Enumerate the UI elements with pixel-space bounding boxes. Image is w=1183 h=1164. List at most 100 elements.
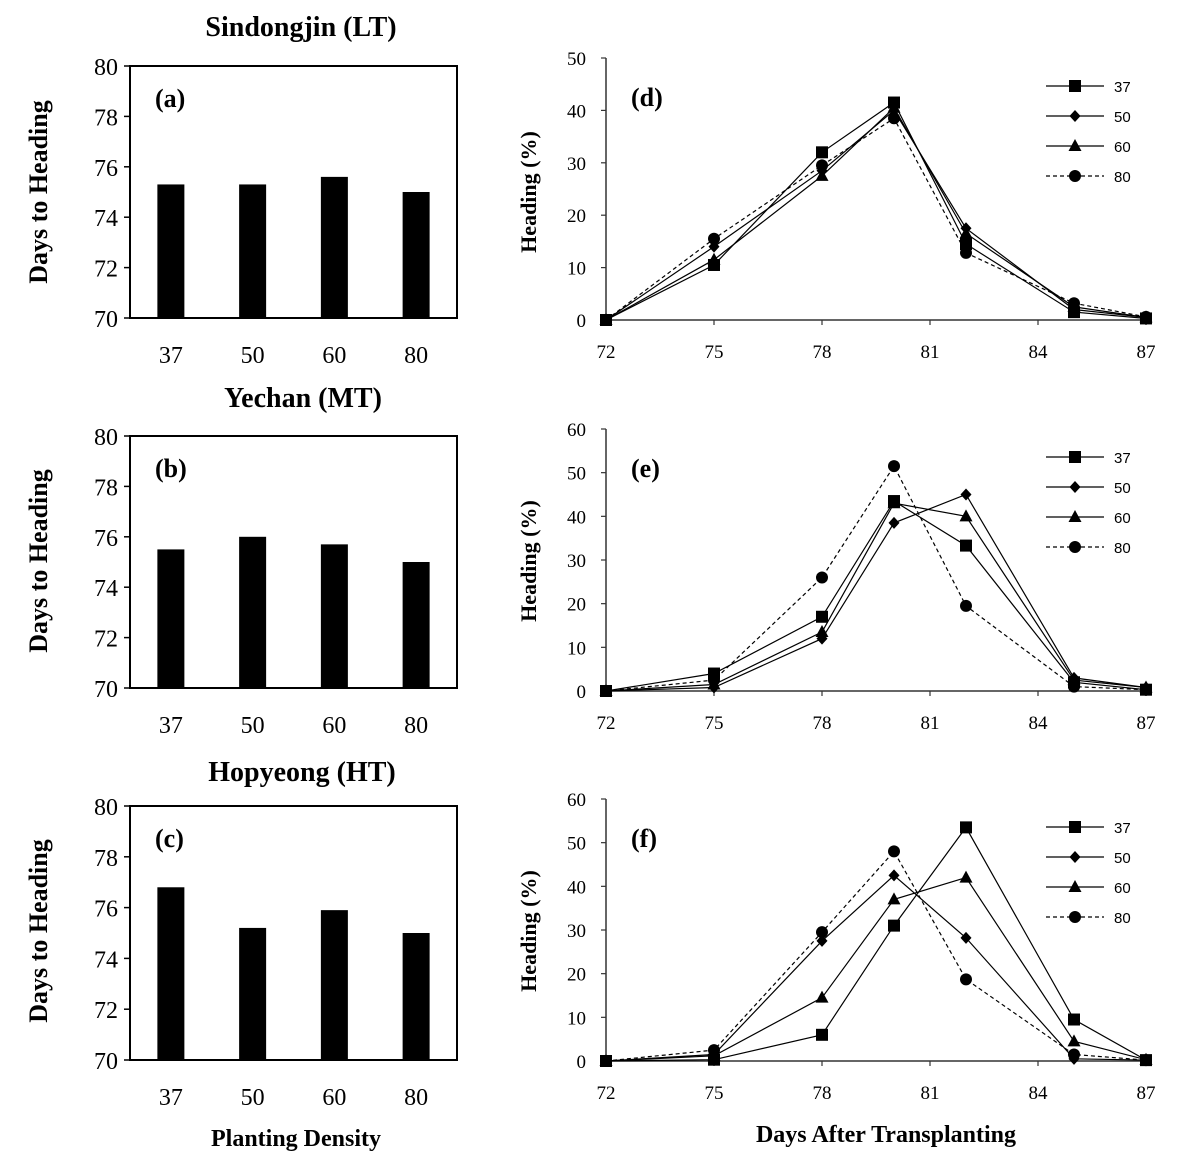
bar-37 xyxy=(157,549,185,688)
series-line-60 xyxy=(605,876,1147,1062)
x-tick-label: 81 xyxy=(921,342,940,363)
bar-80 xyxy=(402,562,430,688)
y-tick-label: 30 xyxy=(567,921,586,942)
legend-label-60: 60 xyxy=(1114,510,1131,527)
x-tick-label: 60 xyxy=(322,1085,346,1111)
bar-50 xyxy=(239,927,267,1060)
y-tick-label: 10 xyxy=(567,259,586,280)
x-tick-label: 37 xyxy=(159,713,183,739)
x-tick-label: 78 xyxy=(813,713,832,734)
bar-xlabel: Planting Density xyxy=(211,1126,381,1152)
x-tick-label: 80 xyxy=(404,713,428,739)
legend-marker-80 xyxy=(1069,911,1081,923)
x-tick-label: 87 xyxy=(1137,713,1156,734)
point-37-square xyxy=(816,1028,828,1041)
legend-marker-37 xyxy=(1069,80,1081,92)
series-line-37 xyxy=(605,826,1147,1062)
point-80-circle xyxy=(816,571,828,584)
x-tick-label: 75 xyxy=(705,342,724,363)
point-80-circle xyxy=(1140,1054,1152,1067)
y-tick-label: 30 xyxy=(567,551,586,572)
x-tick-label: 37 xyxy=(159,1085,183,1111)
y-tick-label: 0 xyxy=(577,1052,587,1073)
line-ylabel-e: Heading (%) xyxy=(516,500,541,622)
title-hopyeong: Hopyeong (HT) xyxy=(208,757,395,788)
bar-60 xyxy=(320,910,348,1060)
y-tick-label: 70 xyxy=(94,307,118,333)
legend-label-50: 50 xyxy=(1114,109,1131,126)
x-tick-label: 81 xyxy=(921,1083,940,1104)
x-tick-label: 72 xyxy=(597,1083,616,1104)
bar-50 xyxy=(239,184,267,318)
legend-label-50: 50 xyxy=(1114,480,1131,497)
legend-label-50: 50 xyxy=(1114,850,1131,867)
series-line-50 xyxy=(605,874,1147,1062)
x-tick-label: 50 xyxy=(241,343,265,369)
point-60-triangle xyxy=(707,252,721,265)
x-tick-label: 78 xyxy=(813,342,832,363)
y-tick-label: 20 xyxy=(567,206,586,227)
series-line-80 xyxy=(605,464,1147,692)
y-tick-label: 80 xyxy=(94,55,118,81)
y-tick-label: 20 xyxy=(567,595,586,616)
point-80-circle xyxy=(888,460,900,473)
bar-60 xyxy=(320,176,348,318)
x-tick-label: 84 xyxy=(1029,342,1049,363)
series-line-37 xyxy=(605,101,1147,321)
y-tick-label: 10 xyxy=(567,638,586,659)
point-80-circle xyxy=(888,845,900,858)
series-line-50 xyxy=(605,493,1147,692)
x-tick-label: 87 xyxy=(1137,342,1156,363)
point-50-diamond xyxy=(888,516,900,529)
title-yechan: Yechan (MT) xyxy=(224,383,382,414)
title-sindongjin: Sindongjin (LT) xyxy=(205,12,396,43)
panel-label: (a) xyxy=(155,84,185,113)
x-tick-label: 80 xyxy=(404,1085,428,1111)
point-60-triangle xyxy=(959,226,973,239)
x-tick-label: 84 xyxy=(1029,713,1049,734)
legend: 37 50 60 80 xyxy=(1046,79,1131,186)
bar-37 xyxy=(157,184,185,318)
point-37-square xyxy=(960,539,972,552)
y-tick-label: 74 xyxy=(94,206,118,232)
x-tick-label: 80 xyxy=(404,343,428,369)
x-tick-label: 78 xyxy=(813,1083,832,1104)
legend-marker-60 xyxy=(1068,880,1082,892)
point-80-circle xyxy=(1068,297,1080,310)
legend-label-37: 37 xyxy=(1114,820,1131,837)
point-80-circle xyxy=(1140,310,1152,323)
legend-label-80: 80 xyxy=(1114,910,1131,927)
y-tick-label: 50 xyxy=(567,464,586,485)
point-80-circle xyxy=(888,112,900,125)
point-80-circle xyxy=(816,159,828,172)
panels: 70 72 74 76 78 80 37 50 60 80 (a) 70 72 74 76 78 80 37 50 6… xyxy=(94,49,1156,1111)
line-chart-e: 0 10 20 30 40 50 60 72 75 78 81 84 87 (e) 37 50 60 80 xyxy=(567,420,1156,734)
point-80-circle xyxy=(960,973,972,986)
y-tick-label: 72 xyxy=(94,998,118,1024)
bar-50 xyxy=(239,536,267,688)
y-tick-label: 78 xyxy=(94,475,118,501)
x-tick-label: 37 xyxy=(159,343,183,369)
legend: 37 50 60 80 xyxy=(1046,820,1131,927)
y-tick-label: 72 xyxy=(94,627,118,653)
line-chart-d: 0 10 20 30 40 50 72 75 78 81 84 87 (d) 37 50 60 80 xyxy=(567,49,1156,363)
point-60-triangle xyxy=(1067,1034,1081,1047)
legend: 37 50 60 80 xyxy=(1046,450,1131,557)
legend-marker-80 xyxy=(1069,541,1081,553)
legend-marker-80 xyxy=(1069,170,1081,182)
x-tick-label: 50 xyxy=(241,1085,265,1111)
y-tick-label: 30 xyxy=(567,154,586,175)
line-chart-f: 0 10 20 30 40 50 60 72 75 78 81 84 87 (f) 37 50 60 80 xyxy=(567,790,1156,1104)
point-50-diamond xyxy=(960,488,972,501)
y-tick-label: 40 xyxy=(567,507,586,528)
point-60-triangle xyxy=(887,496,901,509)
y-tick-label: 40 xyxy=(567,101,586,122)
y-tick-label: 70 xyxy=(94,1049,118,1075)
legend-marker-50 xyxy=(1069,851,1081,863)
point-80-circle xyxy=(600,685,612,697)
point-50-diamond xyxy=(816,934,828,947)
point-50-diamond xyxy=(960,931,972,944)
y-tick-label: 50 xyxy=(567,49,586,70)
series-line-60 xyxy=(605,106,1147,321)
